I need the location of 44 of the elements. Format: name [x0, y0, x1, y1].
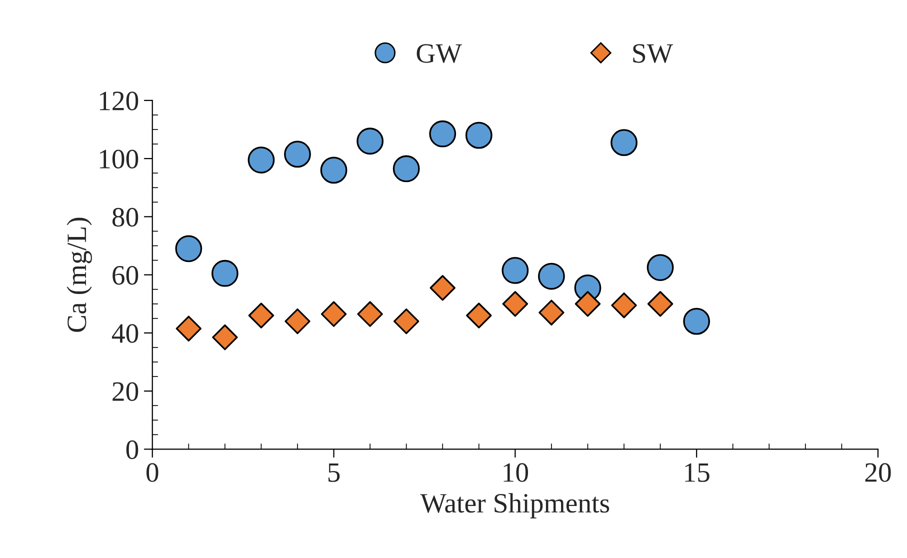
point — [683, 308, 710, 335]
point — [248, 302, 274, 328]
y-axis-title: Ca (mg/L) — [66, 218, 92, 332]
point — [574, 291, 601, 317]
point — [284, 140, 311, 168]
point — [502, 291, 528, 317]
point — [357, 301, 383, 327]
point — [356, 128, 384, 155]
point — [502, 257, 529, 284]
point — [538, 300, 564, 326]
point — [284, 308, 310, 334]
y-tick-label: 0 — [126, 440, 138, 460]
x-tick-label: 0 — [146, 463, 158, 482]
x-tick-label: 20 — [865, 463, 891, 482]
point — [211, 260, 238, 287]
point — [175, 235, 202, 262]
y-tick-label: 120 — [100, 92, 138, 110]
point — [393, 308, 420, 334]
point — [466, 302, 492, 328]
point — [176, 316, 202, 342]
point — [611, 292, 637, 318]
x-tick-label: 5 — [328, 463, 340, 482]
point — [248, 146, 275, 174]
y-tick-label: 80 — [112, 208, 138, 227]
point — [429, 120, 456, 148]
point — [538, 262, 565, 290]
y-tick-label: 20 — [112, 382, 138, 401]
point — [610, 129, 638, 156]
point — [646, 254, 674, 281]
y-tick-label: 100 — [100, 150, 138, 168]
point — [320, 156, 348, 184]
y-tick-label: 60 — [112, 266, 138, 285]
point — [392, 155, 420, 182]
point — [465, 122, 492, 149]
point — [212, 324, 238, 350]
x-tick-label: 15 — [685, 463, 710, 482]
point — [430, 275, 456, 301]
x-tick-label: 10 — [504, 463, 528, 482]
legend-label: SW — [633, 44, 673, 63]
point — [320, 301, 347, 327]
y-tick-label: 40 — [112, 324, 138, 343]
point — [647, 291, 674, 317]
x-axis-title: Water Shipments — [420, 493, 610, 518]
legend-label: GW — [416, 44, 462, 63]
